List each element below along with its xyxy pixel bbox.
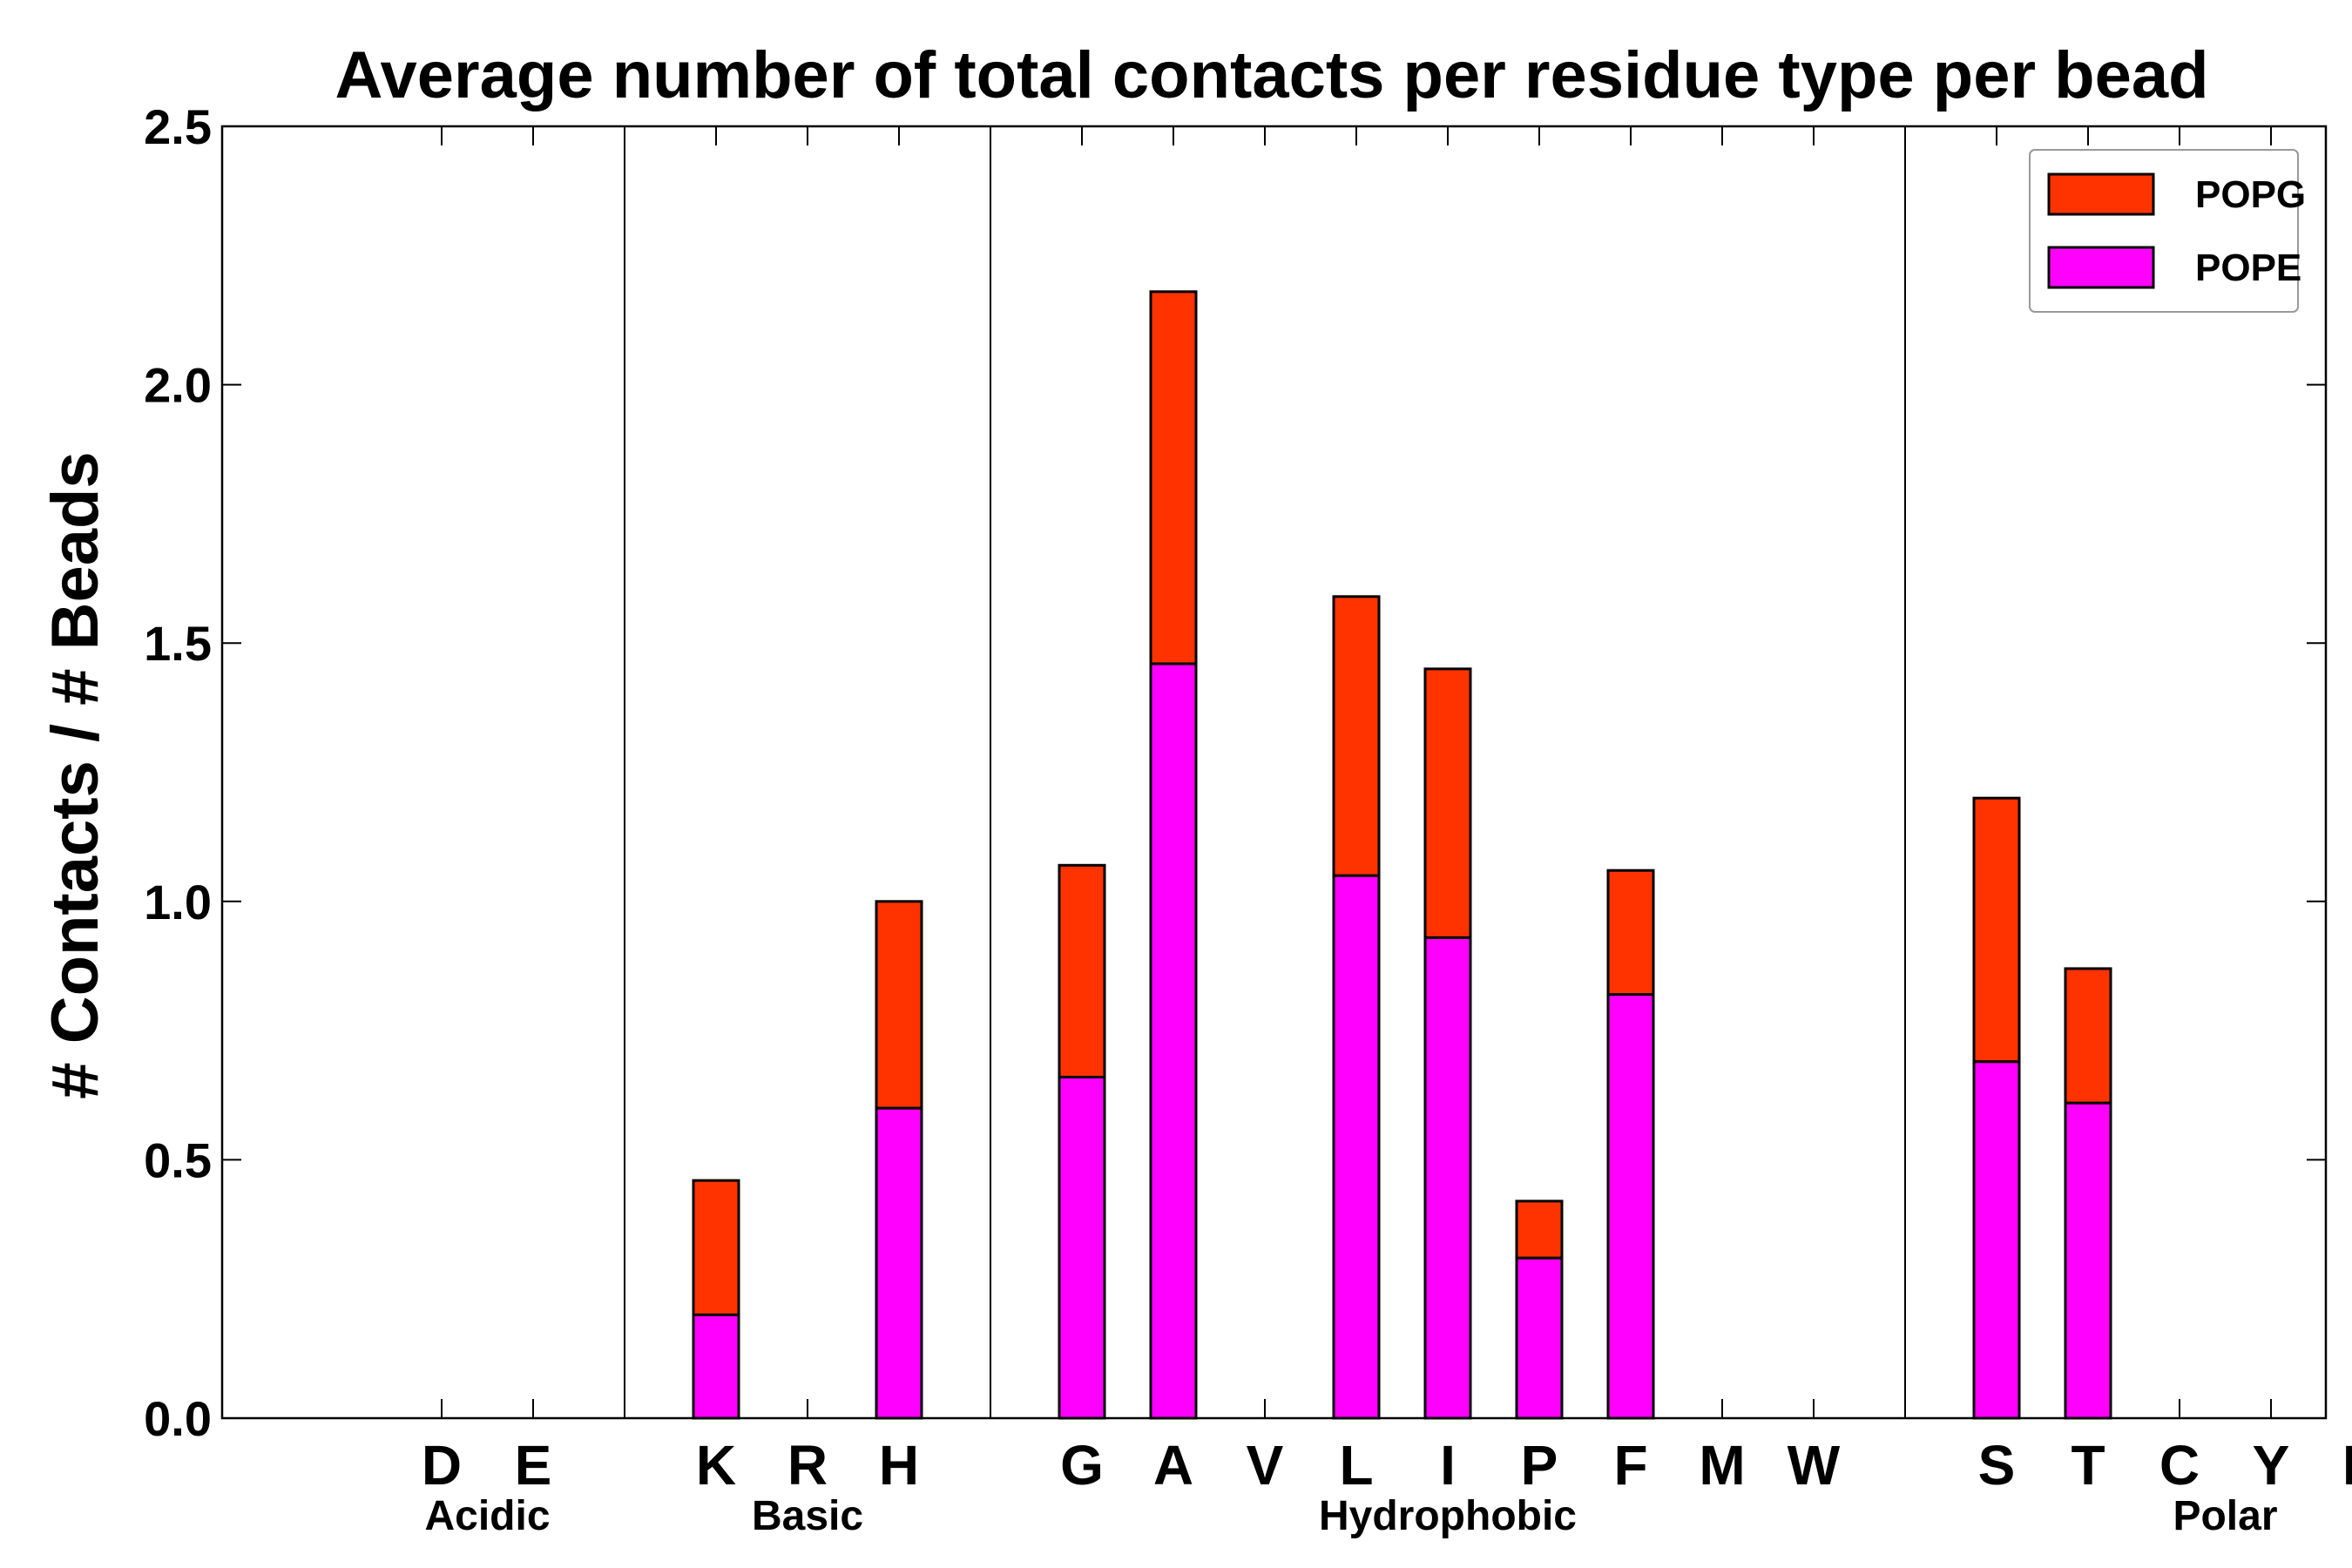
bar-pope-G [1058, 1075, 1106, 1420]
group-label: Polar [2173, 1493, 2277, 1539]
x-category-label: I [1440, 1434, 1456, 1497]
bar-popg-F [1606, 868, 1655, 997]
y-tick-label: 1.0 [144, 875, 212, 929]
y-tick-label: 0.0 [144, 1391, 212, 1446]
bar-pope-H [875, 1106, 923, 1420]
y-axis-label: # Contacts / # Beads [38, 451, 112, 1098]
bar-popg-G [1058, 863, 1106, 1078]
x-category-label: E [515, 1434, 552, 1497]
x-category-label: F [1613, 1434, 1647, 1497]
legend: POPG POPE [2029, 149, 2306, 313]
x-category-label: N [2342, 1434, 2352, 1497]
bar-pope-L [1332, 874, 1381, 1420]
x-category-label: L [1339, 1434, 1373, 1497]
x-category-label: K [696, 1434, 736, 1497]
y-tick-label: 2.0 [144, 358, 212, 413]
plot-area: 0.00.51.01.52.02.5DEKRHGAVLIPFMWSTCYNQAc… [144, 99, 2352, 1539]
x-category-label: D [422, 1434, 462, 1497]
legend-label-popg: POPG [2195, 173, 2306, 216]
x-category-label: C [2159, 1434, 2200, 1497]
x-category-label: A [1153, 1434, 1193, 1497]
bar-popg-I [1423, 667, 1472, 939]
legend-swatch-popg [2047, 172, 2155, 216]
y-tick-label: 0.5 [144, 1132, 212, 1187]
x-category-label: W [1788, 1434, 1841, 1497]
x-category-label: S [1978, 1434, 2016, 1497]
x-category-label: T [2071, 1434, 2105, 1497]
bar-popg-P [1515, 1200, 1564, 1260]
x-category-label: R [787, 1434, 828, 1497]
x-category-label: Y [2253, 1434, 2290, 1497]
group-label: Basic [752, 1493, 863, 1539]
bar-popg-H [875, 900, 923, 1110]
x-category-label: H [879, 1434, 919, 1497]
bar-popg-S [1972, 796, 2021, 1064]
y-tick-label: 1.5 [144, 616, 212, 671]
chart-title: Average number of total contacts per res… [335, 38, 2208, 112]
bar-pope-P [1515, 1256, 1564, 1420]
bar-popg-A [1149, 290, 1198, 666]
group-label: Acidic [424, 1493, 550, 1539]
bar-popg-K [692, 1179, 740, 1316]
bar-pope-F [1606, 993, 1655, 1420]
x-category-label: P [1521, 1434, 1558, 1497]
group-label: Hydrophobic [1319, 1493, 1577, 1539]
bar-pope-A [1149, 662, 1198, 1420]
x-category-label: G [1060, 1434, 1104, 1497]
legend-swatch-pope [2047, 246, 2155, 289]
y-tick-label: 2.5 [144, 99, 212, 154]
bar-pope-T [2064, 1101, 2112, 1420]
bar-pope-S [1972, 1060, 2021, 1420]
bar-pope-I [1423, 936, 1472, 1420]
legend-label-pope: POPE [2195, 247, 2301, 289]
bar-popg-T [2064, 967, 2112, 1105]
axes-frame [220, 125, 2328, 1420]
x-category-label: M [1699, 1434, 1745, 1497]
bar-pope-K [692, 1313, 740, 1420]
bar-popg-L [1332, 595, 1381, 877]
x-category-label: V [1247, 1434, 1284, 1497]
